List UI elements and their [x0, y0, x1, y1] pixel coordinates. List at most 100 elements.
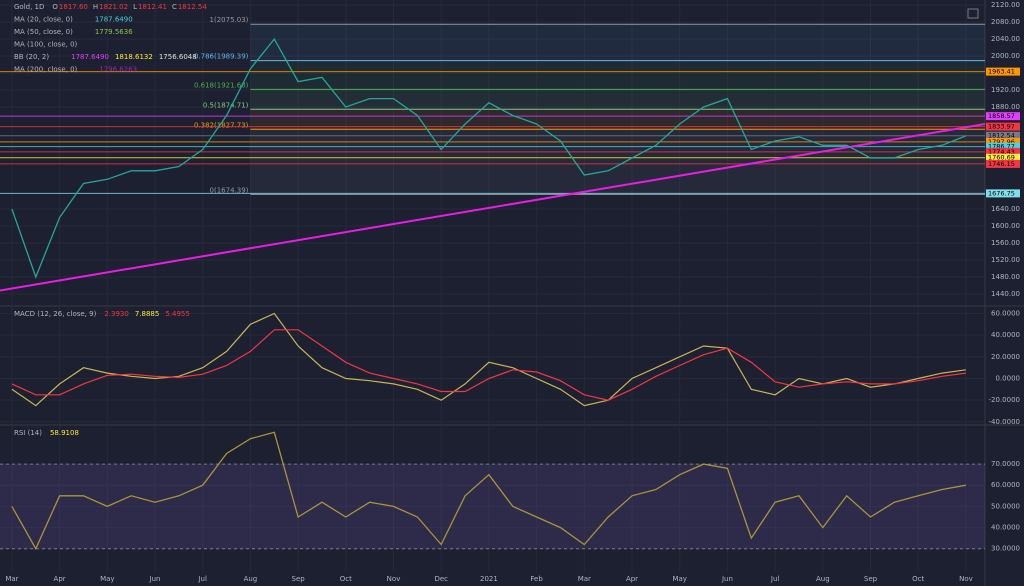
fib-zone [250, 24, 986, 61]
y-tick-label: 1880.00 [991, 103, 1020, 111]
fib-zone [250, 109, 986, 130]
x-tick-label: Dec [434, 575, 448, 583]
price-level-label: 1812.54 [988, 132, 1015, 140]
price-level-tag [986, 131, 1020, 140]
price-level-tag [986, 112, 1020, 121]
y-tick-label: 70.0000 [991, 460, 1020, 468]
ohlc-value: 1812.54 [178, 3, 207, 11]
rsi-band [0, 464, 985, 549]
data-line [11, 431, 967, 551]
price-level-tag [986, 67, 1020, 76]
legend-value: 5.4955 [165, 310, 190, 318]
ohlc-label: H [93, 3, 98, 11]
data-line [11, 329, 966, 401]
y-tick-label: 30.0000 [991, 545, 1020, 553]
price-level-label: 1797.96 [988, 138, 1015, 146]
trendline [0, 123, 986, 292]
price-level-label: 1676.75 [988, 189, 1015, 197]
y-tick-label: 2120.00 [991, 1, 1020, 9]
fib-zone [250, 129, 986, 195]
legend-name: MA (20, close, 0) [14, 16, 73, 24]
price-level-tag [986, 153, 1020, 162]
price-level-tag [986, 189, 1020, 198]
y-tick-label: 20.0000 [991, 353, 1020, 361]
fib-label: 0.618(1921.68) [194, 81, 249, 89]
legend-value: 1787.6490 [71, 53, 109, 61]
x-tick-label: Feb [530, 575, 543, 583]
x-tick-label: Jul [197, 575, 207, 583]
y-tick-label: 2000.00 [991, 52, 1020, 60]
y-tick-label: 2080.00 [991, 18, 1020, 26]
y-tick-label: 1560.00 [991, 239, 1020, 247]
legend-name: BB (20, 2) [14, 53, 49, 61]
pane-title: Gold, 1D [14, 3, 44, 11]
x-tick-label: Mar [578, 575, 591, 583]
ohlc-label: O [52, 3, 58, 11]
legend-value: 1787.6490 [95, 16, 133, 24]
price-level-label: 1746.15 [988, 160, 1015, 168]
fib-zone [250, 89, 986, 110]
legend-name: MA (200, close, 0) [14, 66, 78, 74]
y-tick-label: 1640.00 [991, 205, 1020, 213]
fib-zone [250, 60, 986, 90]
x-tick-label: May [100, 575, 114, 583]
x-tick-label: 2021 [480, 575, 498, 583]
price-level-tag [986, 122, 1020, 131]
legend-value: 58.9108 [50, 429, 79, 437]
fib-label: 0.786(1989.39) [194, 53, 249, 61]
x-tick-label: Mar [5, 575, 18, 583]
price-level-tag [986, 159, 1020, 168]
x-tick-label: Oct [912, 575, 924, 583]
y-tick-label: 40.0000 [991, 331, 1020, 339]
x-tick-label: Aug [816, 575, 830, 583]
x-tick-label: Jun [149, 575, 161, 583]
price-level-tag [986, 142, 1020, 151]
y-tick-label: -40.0000 [989, 418, 1020, 426]
ohlc-value: 1812.41 [138, 3, 167, 11]
x-tick-label: Sep [292, 575, 306, 583]
y-tick-label: 1520.00 [991, 256, 1020, 264]
y-tick-label: 1480.00 [991, 273, 1020, 281]
x-tick-label: Aug [244, 575, 258, 583]
fib-label: 1(2075.03) [210, 16, 249, 24]
x-tick-label: Apr [54, 575, 66, 583]
fib-label: 0(1674.39) [210, 186, 249, 194]
legend-value: 1779.5636 [95, 28, 133, 36]
legend-value: 1756.6048 [159, 53, 197, 61]
legend-value: 2.3930 [104, 310, 129, 318]
y-tick-label: 1600.00 [991, 222, 1020, 230]
y-tick-label: 50.0000 [991, 502, 1020, 510]
legend-name: MA (50, close, 0) [14, 28, 73, 36]
ohlc-label: C [172, 3, 177, 11]
x-tick-label: Nov [959, 575, 973, 583]
fib-label: 0.5(1874.71) [203, 101, 249, 109]
ohlc-value: 1817.60 [59, 3, 88, 11]
settings-icon[interactable] [967, 8, 979, 19]
fib-label: 0.382(1827.73) [194, 121, 249, 129]
legend-name: MA (100, close, 0) [14, 41, 78, 49]
price-level-label: 1858.57 [988, 112, 1015, 120]
price-level-tag [986, 147, 1020, 156]
ohlc-value: 1821.02 [99, 3, 128, 11]
y-tick-label: 40.0000 [991, 524, 1020, 532]
x-tick-label: Apr [626, 575, 638, 583]
pane-title: RSI (14) [14, 429, 42, 437]
x-tick-label: May [672, 575, 686, 583]
data-line [11, 37, 967, 279]
price-level-tag [986, 137, 1020, 146]
y-tick-label: -20.0000 [989, 396, 1020, 404]
y-tick-label: 2040.00 [991, 35, 1020, 43]
y-tick-label: 1440.00 [991, 290, 1020, 298]
price-level-label: 1833.97 [988, 123, 1015, 131]
price-level-label: 1963.41 [988, 68, 1015, 76]
price-level-label: 1760.69 [988, 154, 1015, 162]
price-level-label: 1774.43 [988, 148, 1015, 156]
x-tick-label: Jul [770, 575, 780, 583]
y-tick-label: 0.0000 [996, 375, 1021, 383]
pane-title: MACD (12, 26, close, 9) [14, 310, 97, 318]
ohlc-label: L [133, 3, 137, 11]
x-tick-label: Jun [721, 575, 733, 583]
legend-value: 1796.6263 [99, 66, 137, 74]
